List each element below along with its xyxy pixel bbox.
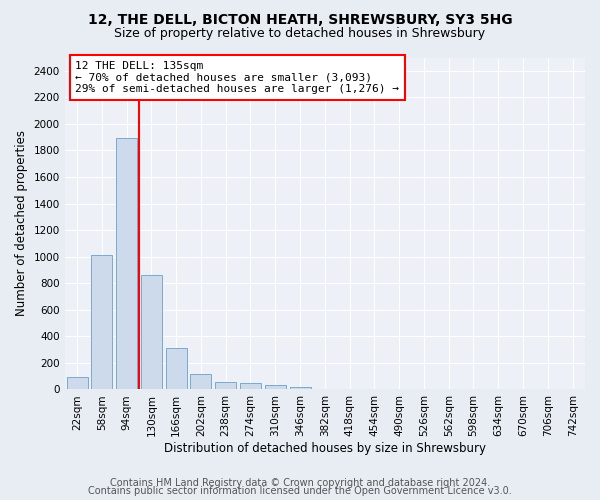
Text: Size of property relative to detached houses in Shrewsbury: Size of property relative to detached ho… xyxy=(115,28,485,40)
Bar xyxy=(240,383,261,390)
Bar xyxy=(141,276,162,390)
Text: 12, THE DELL, BICTON HEATH, SHREWSBURY, SY3 5HG: 12, THE DELL, BICTON HEATH, SHREWSBURY, … xyxy=(88,12,512,26)
Bar xyxy=(190,374,211,390)
X-axis label: Distribution of detached houses by size in Shrewsbury: Distribution of detached houses by size … xyxy=(164,442,486,455)
Bar xyxy=(166,348,187,390)
Text: 12 THE DELL: 135sqm
← 70% of detached houses are smaller (3,093)
29% of semi-det: 12 THE DELL: 135sqm ← 70% of detached ho… xyxy=(75,61,399,94)
Bar xyxy=(116,138,137,390)
Bar xyxy=(67,377,88,390)
Bar xyxy=(290,386,311,390)
Bar xyxy=(215,382,236,390)
Y-axis label: Number of detached properties: Number of detached properties xyxy=(15,130,28,316)
Text: Contains HM Land Registry data © Crown copyright and database right 2024.: Contains HM Land Registry data © Crown c… xyxy=(110,478,490,488)
Text: Contains public sector information licensed under the Open Government Licence v3: Contains public sector information licen… xyxy=(88,486,512,496)
Bar xyxy=(91,256,112,390)
Bar xyxy=(265,385,286,390)
